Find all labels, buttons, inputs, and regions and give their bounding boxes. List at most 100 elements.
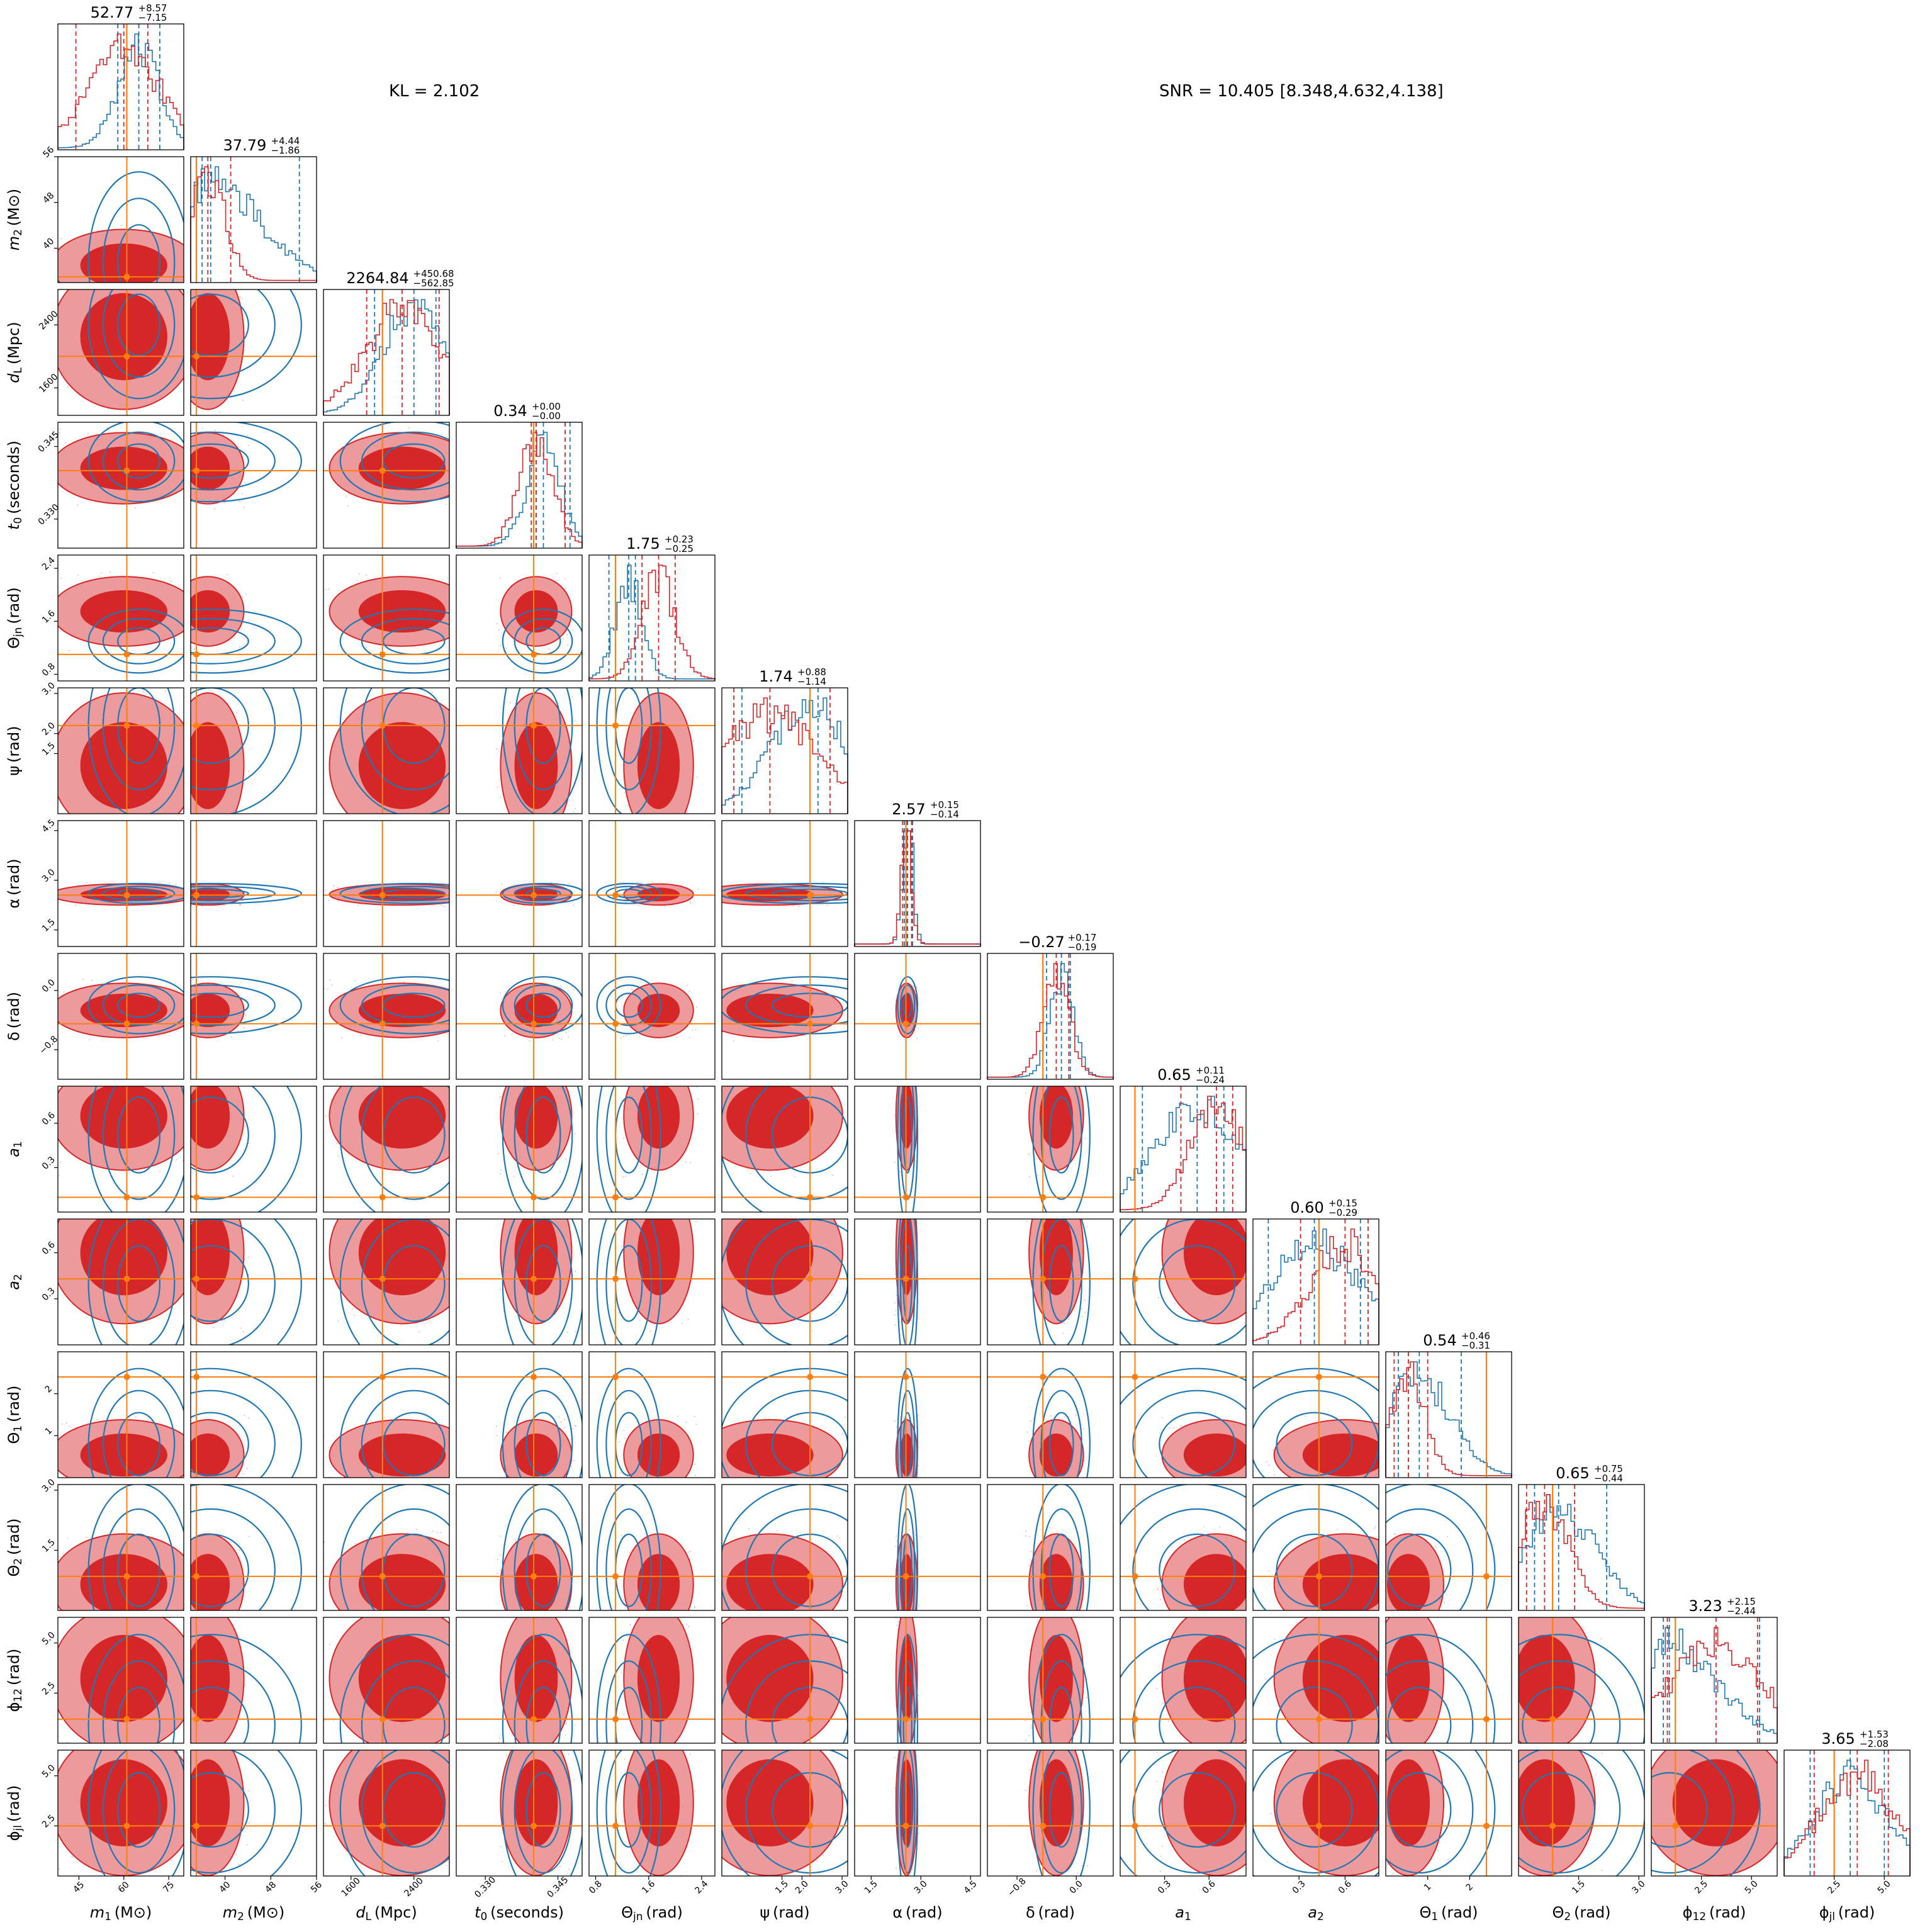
contour-b-0-theta1-phijl (1387, 1772, 1452, 1848)
ytick-alpha-2: 4.5 (40, 817, 57, 834)
contour-b-1-thetajn-delta (605, 984, 653, 1026)
truth-point-thetajn-alpha (612, 892, 619, 899)
xlabel-m2: m2 (M⊙) (223, 1904, 285, 1923)
panel-m1-psi: 1.5 2.0 3.0 ψ (rad) (5, 680, 184, 814)
contour-b-0-a2-theta1 (1276, 1412, 1353, 1476)
panel-alpha-delta (854, 953, 981, 1080)
panel-m1-delta: −0.8 0.0 δ (rad) (5, 953, 184, 1080)
panel-delta-delta: −0.27 +0.17−0.19 (987, 932, 1114, 1080)
panel-thetajn-phijl: 0.8 1.6 2.4 Θjn (rad) (587, 1749, 716, 1923)
hist-a-a2 (1252, 1228, 1379, 1345)
ylabel-m2: m2 (M⊙) (5, 189, 25, 251)
xtick-a1-0: 0.3 (1156, 1879, 1173, 1895)
panel-delta-a1 (987, 1086, 1114, 1213)
truth-point-m2-theta2 (193, 1573, 200, 1580)
contour-b-0-m1-m2 (117, 224, 160, 283)
truth-point-t0-delta (531, 1020, 537, 1027)
truth-point-alpha-delta (902, 1020, 909, 1027)
panel-dL-theta1 (323, 1351, 450, 1478)
contour-b-2-m1-phi12 (87, 1634, 184, 1743)
title-theta1: 0.54 (1423, 1332, 1456, 1349)
panel-thetajn-phi12 (588, 1617, 716, 1744)
contour-b-2-a1-theta1 (1120, 1368, 1246, 1406)
contour-b-2-theta1-theta2 (1386, 1485, 1496, 1610)
title-minus-theta1: −0.31 (1461, 1340, 1490, 1351)
truth-point-a1-phi12 (1132, 1716, 1138, 1722)
contour-a-inner-m2-delta (191, 994, 230, 1028)
contour-b-1-theta1-theta2 (1386, 1508, 1474, 1610)
panel-dL-t0 (323, 422, 450, 549)
contour-b-1-a1-phi12 (1132, 1660, 1246, 1743)
contour-b-0-a2-phijl (1276, 1772, 1353, 1848)
ylabel-phijl: ϕjl (rad) (5, 1785, 25, 1841)
xtick-delta-0: −0.8 (1006, 1876, 1028, 1898)
truth-point-thetajn-theta1 (612, 1374, 619, 1380)
truth-point-m1-dL (123, 353, 130, 360)
ytick-dL-1: 2400 (37, 309, 60, 332)
panel-thetajn-theta2 (588, 1484, 716, 1611)
contour-a-inner-m2-theta1 (191, 1433, 230, 1477)
panel-phi12-phijl: 2.5 5.0 ϕ12 (rad) (1651, 1749, 1778, 1923)
ytick-theta2-0: 1.5 (40, 1537, 57, 1554)
contour-a-inner-theta1-phijl (1386, 1759, 1430, 1846)
truth-point-psi-delta (807, 1020, 814, 1027)
contour-a-inner-m2-a1 (191, 1086, 230, 1149)
contour-a-inner-m2-theta2 (191, 1554, 230, 1610)
panel-a1-theta1 (1120, 1351, 1247, 1478)
truth-point-theta1-phi12 (1483, 1716, 1490, 1722)
contour-b-1-a1-theta1 (1132, 1390, 1246, 1478)
contour-a-inner-delta-phijl (1039, 1759, 1073, 1846)
panel-m1-t0: 0.330 0.345 t0 (seconds) (5, 422, 184, 549)
contour-b-1-m2-delta (191, 984, 276, 1026)
truth-point-theta2-phi12 (1549, 1716, 1556, 1722)
contour-a-inner-m2-a2 (191, 1219, 230, 1296)
title-plus-delta: +0.17 (1068, 932, 1097, 943)
contour-b-2-t0-a1 (502, 1086, 582, 1212)
contour-b-2-a2-theta1 (1253, 1368, 1379, 1392)
contour-b-2-thetajn-alpha (596, 882, 661, 904)
panel-dL-a1 (323, 1086, 450, 1213)
truth-point-m1-alpha (123, 892, 130, 899)
contour-b-0-m2-phijl (191, 1772, 249, 1848)
ytick-phi12-1: 5.0 (40, 1630, 57, 1647)
contour-b-2-alpha-phijl (897, 1750, 919, 1876)
contour-b-0-m2-a1 (191, 1096, 249, 1174)
xtick-m1-2: 75 (161, 1880, 176, 1895)
contour-b-2-t0-thetajn (502, 609, 582, 674)
contour-a-inner-thetajn-theta2 (637, 1554, 680, 1610)
panel-t0-theta2 (456, 1484, 583, 1611)
contour-b-0-a1-phi12 (1159, 1687, 1236, 1743)
hist-b-m1 (57, 33, 184, 150)
contour-a-inner-psi-a2 (726, 1219, 814, 1296)
truth-point-m2-phi12 (193, 1716, 200, 1722)
panel-psi-alpha (721, 820, 848, 947)
panel-psi-a2 (721, 1218, 848, 1345)
contour-b-0-theta2-phijl (1522, 1772, 1596, 1848)
contour-b-0-alpha-a1 (902, 1096, 913, 1174)
contour-a-inner-m1-dL (80, 293, 167, 381)
contour-b-2-m1-m2 (87, 171, 184, 283)
title-m2: 37.79 (223, 137, 267, 154)
truth-point-psi-theta2 (807, 1573, 814, 1580)
xtick-psi-0: 1.5 (773, 1879, 790, 1895)
truth-point-delta-phijl (1040, 1822, 1047, 1829)
contour-b-2-dL-a1 (339, 1086, 376, 1212)
contour-b-2-m2-a1 (257, 1086, 302, 1212)
contour-b-2-theta1-phi12 (1386, 1634, 1496, 1743)
contour-a-inner-thetajn-delta (637, 994, 680, 1028)
panel-alpha-phijl: 1.5 3.0 4.5 α (rad) (854, 1749, 981, 1921)
truth-point-m1-thetajn (123, 651, 130, 658)
contour-b-2-delta-theta1 (1032, 1368, 1091, 1478)
truth-point-dL-theta1 (379, 1374, 386, 1380)
contour-b-0-m1-t0 (117, 443, 161, 479)
contour-b-1-a1-theta2 (1132, 1508, 1246, 1610)
ytick-alpha-0: 1.5 (40, 917, 57, 934)
contour-b-0-m2-theta2 (191, 1533, 249, 1607)
title-delta: −0.27 (1018, 933, 1065, 951)
truth-point-m2-delta (193, 1020, 200, 1027)
ytick-phijl-0: 2.5 (40, 1813, 57, 1830)
truth-point-m2-thetajn (193, 651, 200, 658)
contour-b-0-m1-a1 (117, 1096, 161, 1174)
